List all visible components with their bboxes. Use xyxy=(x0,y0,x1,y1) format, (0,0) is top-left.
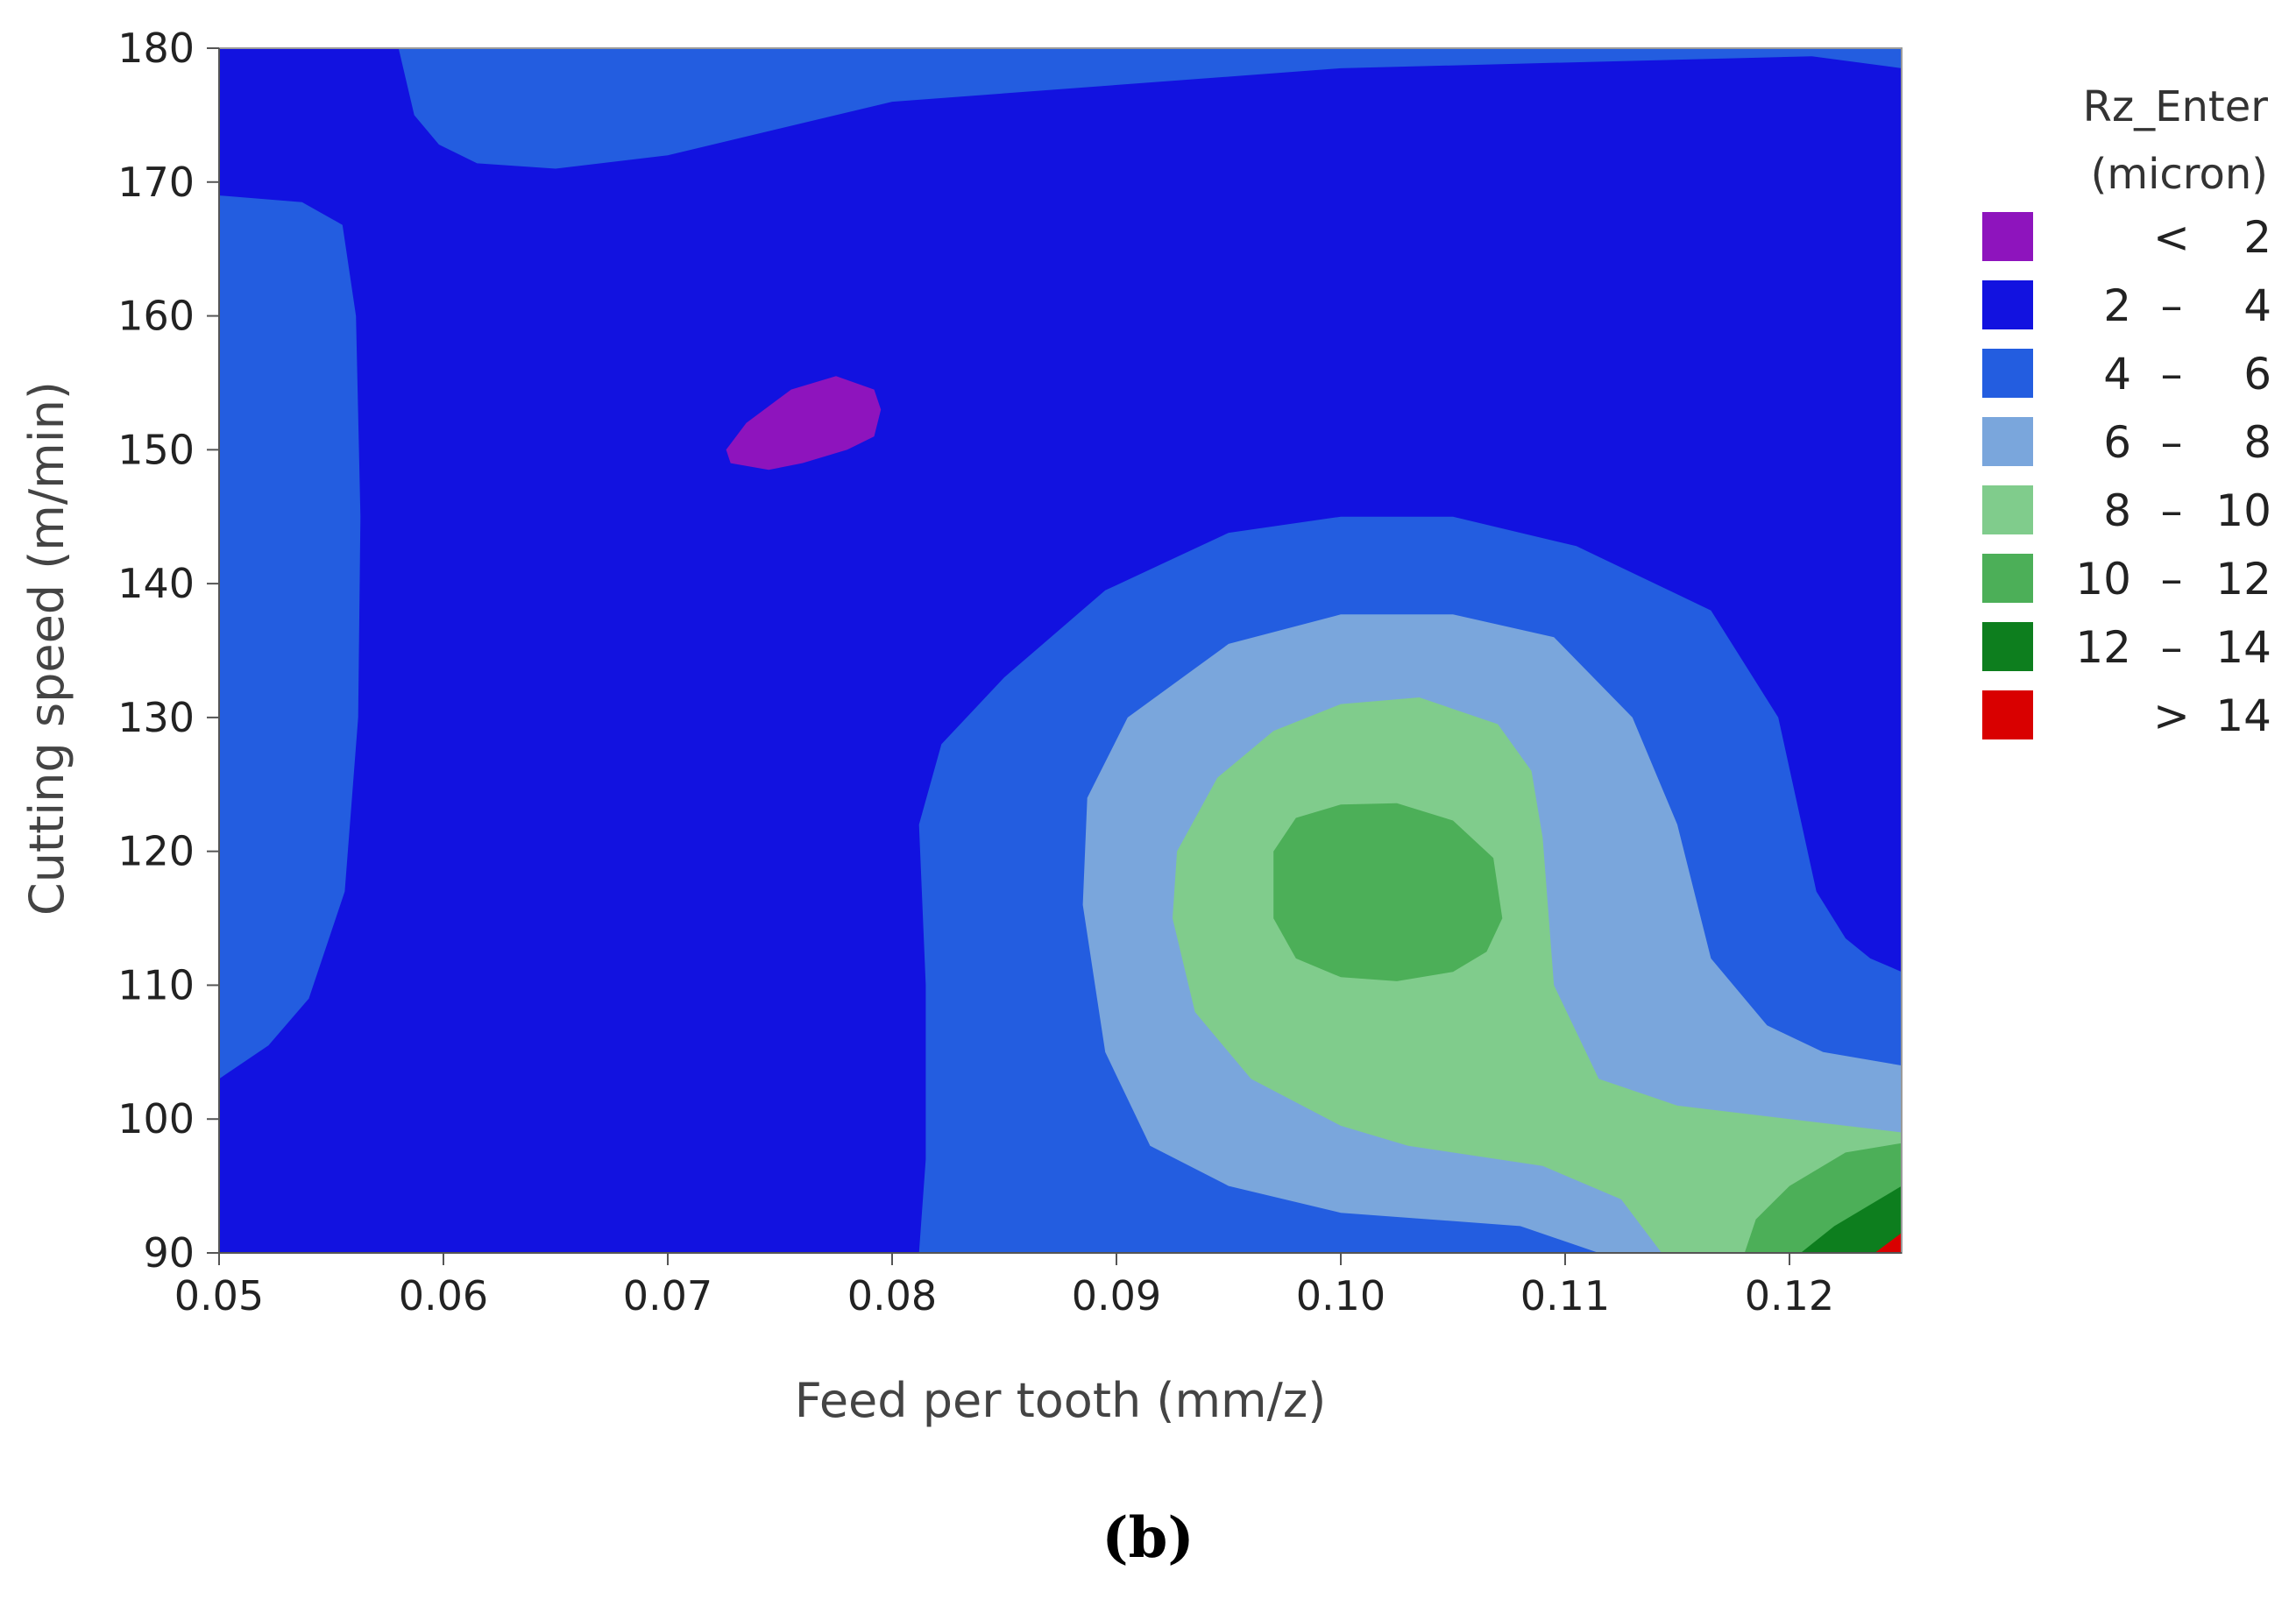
x-tick-label: 0.10 xyxy=(1296,1272,1385,1319)
legend-swatch xyxy=(1982,280,2033,329)
x-tick-label: 0.08 xyxy=(847,1272,937,1319)
region-band-12-14 xyxy=(1800,1185,1902,1253)
legend-separator: < xyxy=(2153,212,2190,263)
x-axis-title: Feed per tooth (mm/z) xyxy=(795,1373,1327,1428)
legend-range-high: 10 xyxy=(2215,485,2271,536)
legend-range-low: 12 xyxy=(2075,622,2131,673)
y-tick-label: 140 xyxy=(117,560,195,607)
y-tick-label: 160 xyxy=(117,293,195,340)
legend-range-high: 8 xyxy=(2243,417,2271,468)
y-tick-label: 170 xyxy=(117,159,195,206)
region-band-gt-14 xyxy=(1874,1233,1902,1253)
legend-title-line-1: Rz_Enter xyxy=(2083,82,2269,131)
y-axis-title: Cutting speed (m/min) xyxy=(19,381,74,916)
legend-swatch xyxy=(1982,212,2033,261)
legend-title-line-2: (micron) xyxy=(2091,150,2268,199)
legend-range-low: 2 xyxy=(2103,280,2131,331)
legend-item: 2– 4 xyxy=(1982,280,2271,331)
region-band-lt-2 xyxy=(726,376,882,470)
legend-swatch xyxy=(1982,622,2033,671)
legend-range-high: 14 xyxy=(2215,690,2271,741)
legend-swatch xyxy=(1982,417,2033,466)
y-tick-label: 150 xyxy=(117,426,195,473)
legend-swatch xyxy=(1982,485,2033,534)
region-band-10-12-center xyxy=(1273,803,1503,981)
legend-range-high: 4 xyxy=(2243,280,2271,331)
contour-regions xyxy=(219,48,1902,1253)
legend-swatch xyxy=(1982,349,2033,398)
x-tick-label: 0.05 xyxy=(174,1272,264,1319)
legend-separator: – xyxy=(2161,554,2183,605)
legend-separator: > xyxy=(2153,690,2190,741)
region-band-4-6-left xyxy=(219,195,361,1079)
legend-item: 10–12 xyxy=(1982,554,2271,605)
legend-separator: – xyxy=(2161,417,2183,468)
y-tick-label: 90 xyxy=(143,1229,195,1277)
legend-item: >14 xyxy=(1982,690,2271,741)
legend-range-low: 10 xyxy=(2075,554,2131,605)
x-axis: 0.05 0.06 0.07 0.08 0.09 0.10 0.11 0.12 xyxy=(174,1252,1902,1319)
legend-range-low: 8 xyxy=(2103,485,2131,536)
y-tick-label: 130 xyxy=(117,694,195,741)
legend-item: 12–14 xyxy=(1982,622,2271,673)
legend-item: 4– 6 xyxy=(1982,349,2271,400)
y-tick-label: 180 xyxy=(117,25,195,72)
x-tick-label: 0.11 xyxy=(1520,1272,1610,1319)
panel-label: (b) xyxy=(1102,1505,1194,1571)
legend-separator: – xyxy=(2161,349,2183,400)
legend-range-high: 12 xyxy=(2215,554,2271,605)
legend-swatch xyxy=(1982,690,2033,739)
legend-range-low: 6 xyxy=(2103,417,2131,468)
y-tick-label: 120 xyxy=(117,828,195,875)
x-tick-label: 0.06 xyxy=(399,1272,488,1319)
legend: Rz_Enter (micron) <22–44–66–88–1010–1212… xyxy=(1982,82,2271,741)
y-axis: 90 100 110 120 130 140 150 160 170 180 xyxy=(117,25,220,1277)
y-tick-label: 110 xyxy=(117,961,195,1008)
region-band-4-6-top xyxy=(398,48,1902,169)
legend-range-high: 6 xyxy=(2243,349,2271,400)
legend-range-low: 4 xyxy=(2103,349,2131,400)
y-tick-label: 100 xyxy=(117,1095,195,1143)
x-tick-label: 0.09 xyxy=(1072,1272,1161,1319)
legend-swatch xyxy=(1982,554,2033,603)
x-tick-label: 0.07 xyxy=(623,1272,712,1319)
x-tick-label: 0.12 xyxy=(1745,1272,1834,1319)
legend-separator: – xyxy=(2161,622,2183,673)
legend-range-high: 2 xyxy=(2243,212,2271,263)
legend-range-high: 14 xyxy=(2215,622,2271,673)
legend-separator: – xyxy=(2161,280,2183,331)
legend-item: 8–10 xyxy=(1982,485,2271,536)
legend-item: <2 xyxy=(1982,212,2271,263)
legend-separator: – xyxy=(2161,485,2183,536)
legend-item: 6– 8 xyxy=(1982,417,2271,468)
